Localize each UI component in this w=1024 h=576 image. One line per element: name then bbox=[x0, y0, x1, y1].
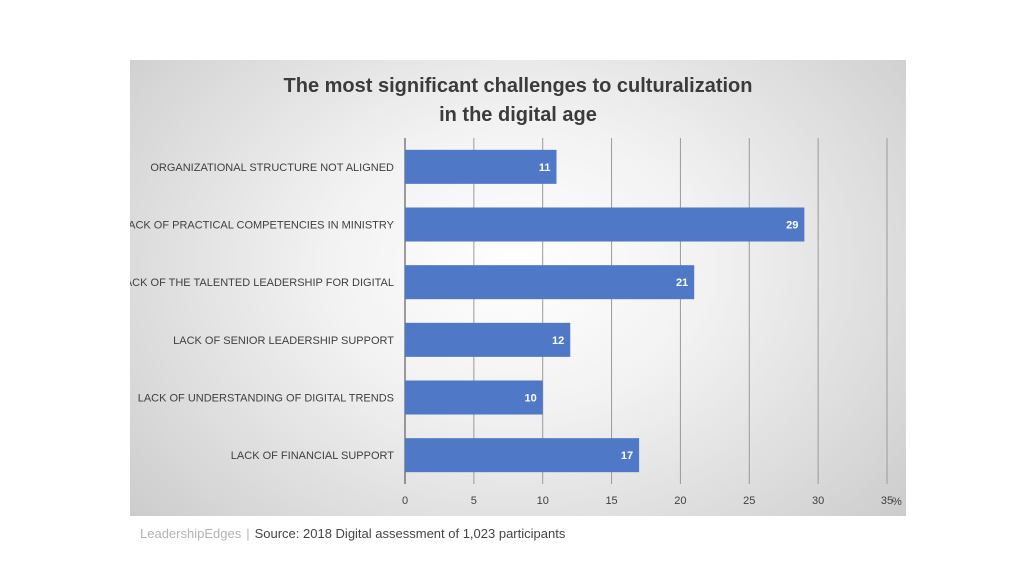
category-label: LACK OF FINANCIAL SUPPORT bbox=[231, 450, 394, 462]
x-tick-label: 0 bbox=[402, 495, 408, 507]
bar-chart: 0 5 10 15 20 25 30 35% 11 ORGANIZATIONAL STRUCTUR… bbox=[130, 138, 902, 508]
bar-value-label: 11 bbox=[539, 162, 551, 174]
source-text: Source: 2018 Digital assessment of 1,023… bbox=[254, 526, 566, 541]
category-label: LACK OF SENIOR LEADERSHIP SUPPORT bbox=[173, 335, 394, 347]
x-unit-label: % bbox=[892, 496, 902, 508]
bar bbox=[405, 438, 640, 473]
chart-panel: The most significant challenges to cultu… bbox=[130, 60, 906, 516]
bar bbox=[405, 322, 571, 357]
bar-value-label: 10 bbox=[524, 393, 536, 405]
bar-value-label: 29 bbox=[786, 220, 798, 232]
chart-title-line-2: in the digital age bbox=[439, 104, 597, 126]
category-label: ORGANIZATIONAL STRUCTURE NOT ALIGNED bbox=[150, 162, 394, 174]
x-tick-label: 10 bbox=[537, 495, 549, 507]
brand-name: LeadershipEdges bbox=[140, 526, 242, 541]
category-label: LACK OF THE TALENTED LEADERSHIP FOR DIGI… bbox=[130, 277, 394, 289]
bar bbox=[405, 380, 543, 415]
category-label: LACK OF UNDERSTANDING OF DIGITAL TRENDS bbox=[138, 393, 394, 405]
chart-title: The most significant challenges to cultu… bbox=[130, 72, 906, 130]
footer-separator: | bbox=[246, 526, 250, 541]
x-tick-label: 35 bbox=[881, 495, 893, 507]
bar bbox=[405, 207, 805, 242]
bar-value-label: 17 bbox=[621, 450, 633, 462]
bar bbox=[405, 149, 557, 184]
category-label: LACK OF PRACTICAL COMPETENCIES IN MINIST… bbox=[130, 220, 395, 232]
bar-value-label: 21 bbox=[676, 277, 688, 289]
x-tick-label: 30 bbox=[812, 495, 824, 507]
source-footer: LeadershipEdges | Source: 2018 Digital ass… bbox=[140, 526, 565, 541]
x-tick-label: 15 bbox=[605, 495, 617, 507]
x-tick-label: 25 bbox=[743, 495, 755, 507]
bar bbox=[405, 265, 695, 300]
x-tick-label: 5 bbox=[471, 495, 477, 507]
x-tick-label: 20 bbox=[674, 495, 686, 507]
bar-value-label: 12 bbox=[552, 335, 564, 347]
chart-title-line-1: The most significant challenges to cultu… bbox=[283, 75, 753, 97]
